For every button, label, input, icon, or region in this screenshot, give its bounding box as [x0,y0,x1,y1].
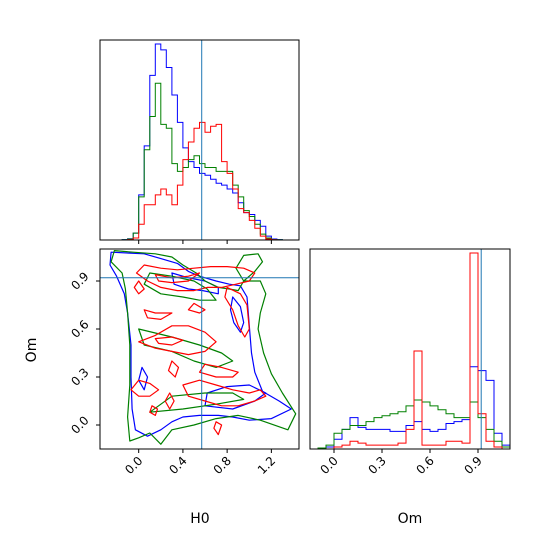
h0-x-axis-label: H0 [190,511,209,527]
h0-hist-series-1 [121,82,283,241]
contour-series-1-level-1 [143,272,217,301]
h0-x-tick-label: 0.4 [166,454,189,477]
h0-x-tick-label: 0.8 [211,454,234,477]
contour-series-2-level-11 [164,392,175,410]
h0-marginal-panel [99,39,300,244]
om-marginal-panel: 0.0 0.3 0.6 0.9 [309,248,511,477]
h0-hist-series-2 [122,121,283,241]
om-tick-label: 0.0 [317,454,340,477]
h0-x-tick-label: 0.0 [122,454,145,477]
om-tick-label: 0.6 [413,454,436,477]
contour-series-2-level-5 [143,309,173,320]
contour-series-0-level-1 [171,272,219,295]
contour-series-2-level-6 [187,302,206,314]
contour-series-2-level-14 [133,280,145,295]
om-y-tick-label: 0.9 [68,269,91,292]
contour-series-2-level-4 [154,336,184,346]
om-tick-label: 0.9 [461,454,484,477]
contour-series-2-level-7 [198,363,239,378]
om-y-tick-label: 0.6 [68,317,91,340]
contour-series-2-level-9 [130,379,160,397]
contour-series-2-level-12 [149,405,159,416]
contour-series-0-level-2 [229,296,245,333]
contour-series-1-level-2 [138,328,234,368]
contour-series-0-level-4 [138,366,149,391]
contour-series-1-level-3 [149,392,245,413]
om-frame [309,248,511,450]
contour-layer [109,250,297,445]
contour-frame [99,248,300,450]
om-x-axis-label: Om [398,511,423,527]
h0-hist-series-0 [121,43,283,241]
contour-series-0-level-3 [204,384,267,410]
contour-series-2-level-0 [135,264,256,292]
h0-x-tick-label: 1.2 [255,454,278,477]
om-y-tick-label: 0.3 [68,365,91,388]
om-tick-label: 0.3 [365,454,388,477]
contour-series-2-level-13 [213,421,223,436]
contour-series-2-level-3 [138,325,217,356]
contour-series-2-level-8 [182,379,267,407]
om-y-axis-label: Om [24,338,40,363]
om-y-tick-label: 0.0 [68,413,91,436]
contour-series-2-level-2 [224,286,250,338]
om-hist-series-2 [318,252,510,450]
contour-series-0-level-0 [109,251,292,437]
h0-frame [99,39,300,241]
contour-series-2-level-10 [167,360,180,378]
h0-om-contour-panel: 0.0 0.4 0.8 1.2 0.0 0.3 0.6 0.9 [68,248,300,477]
